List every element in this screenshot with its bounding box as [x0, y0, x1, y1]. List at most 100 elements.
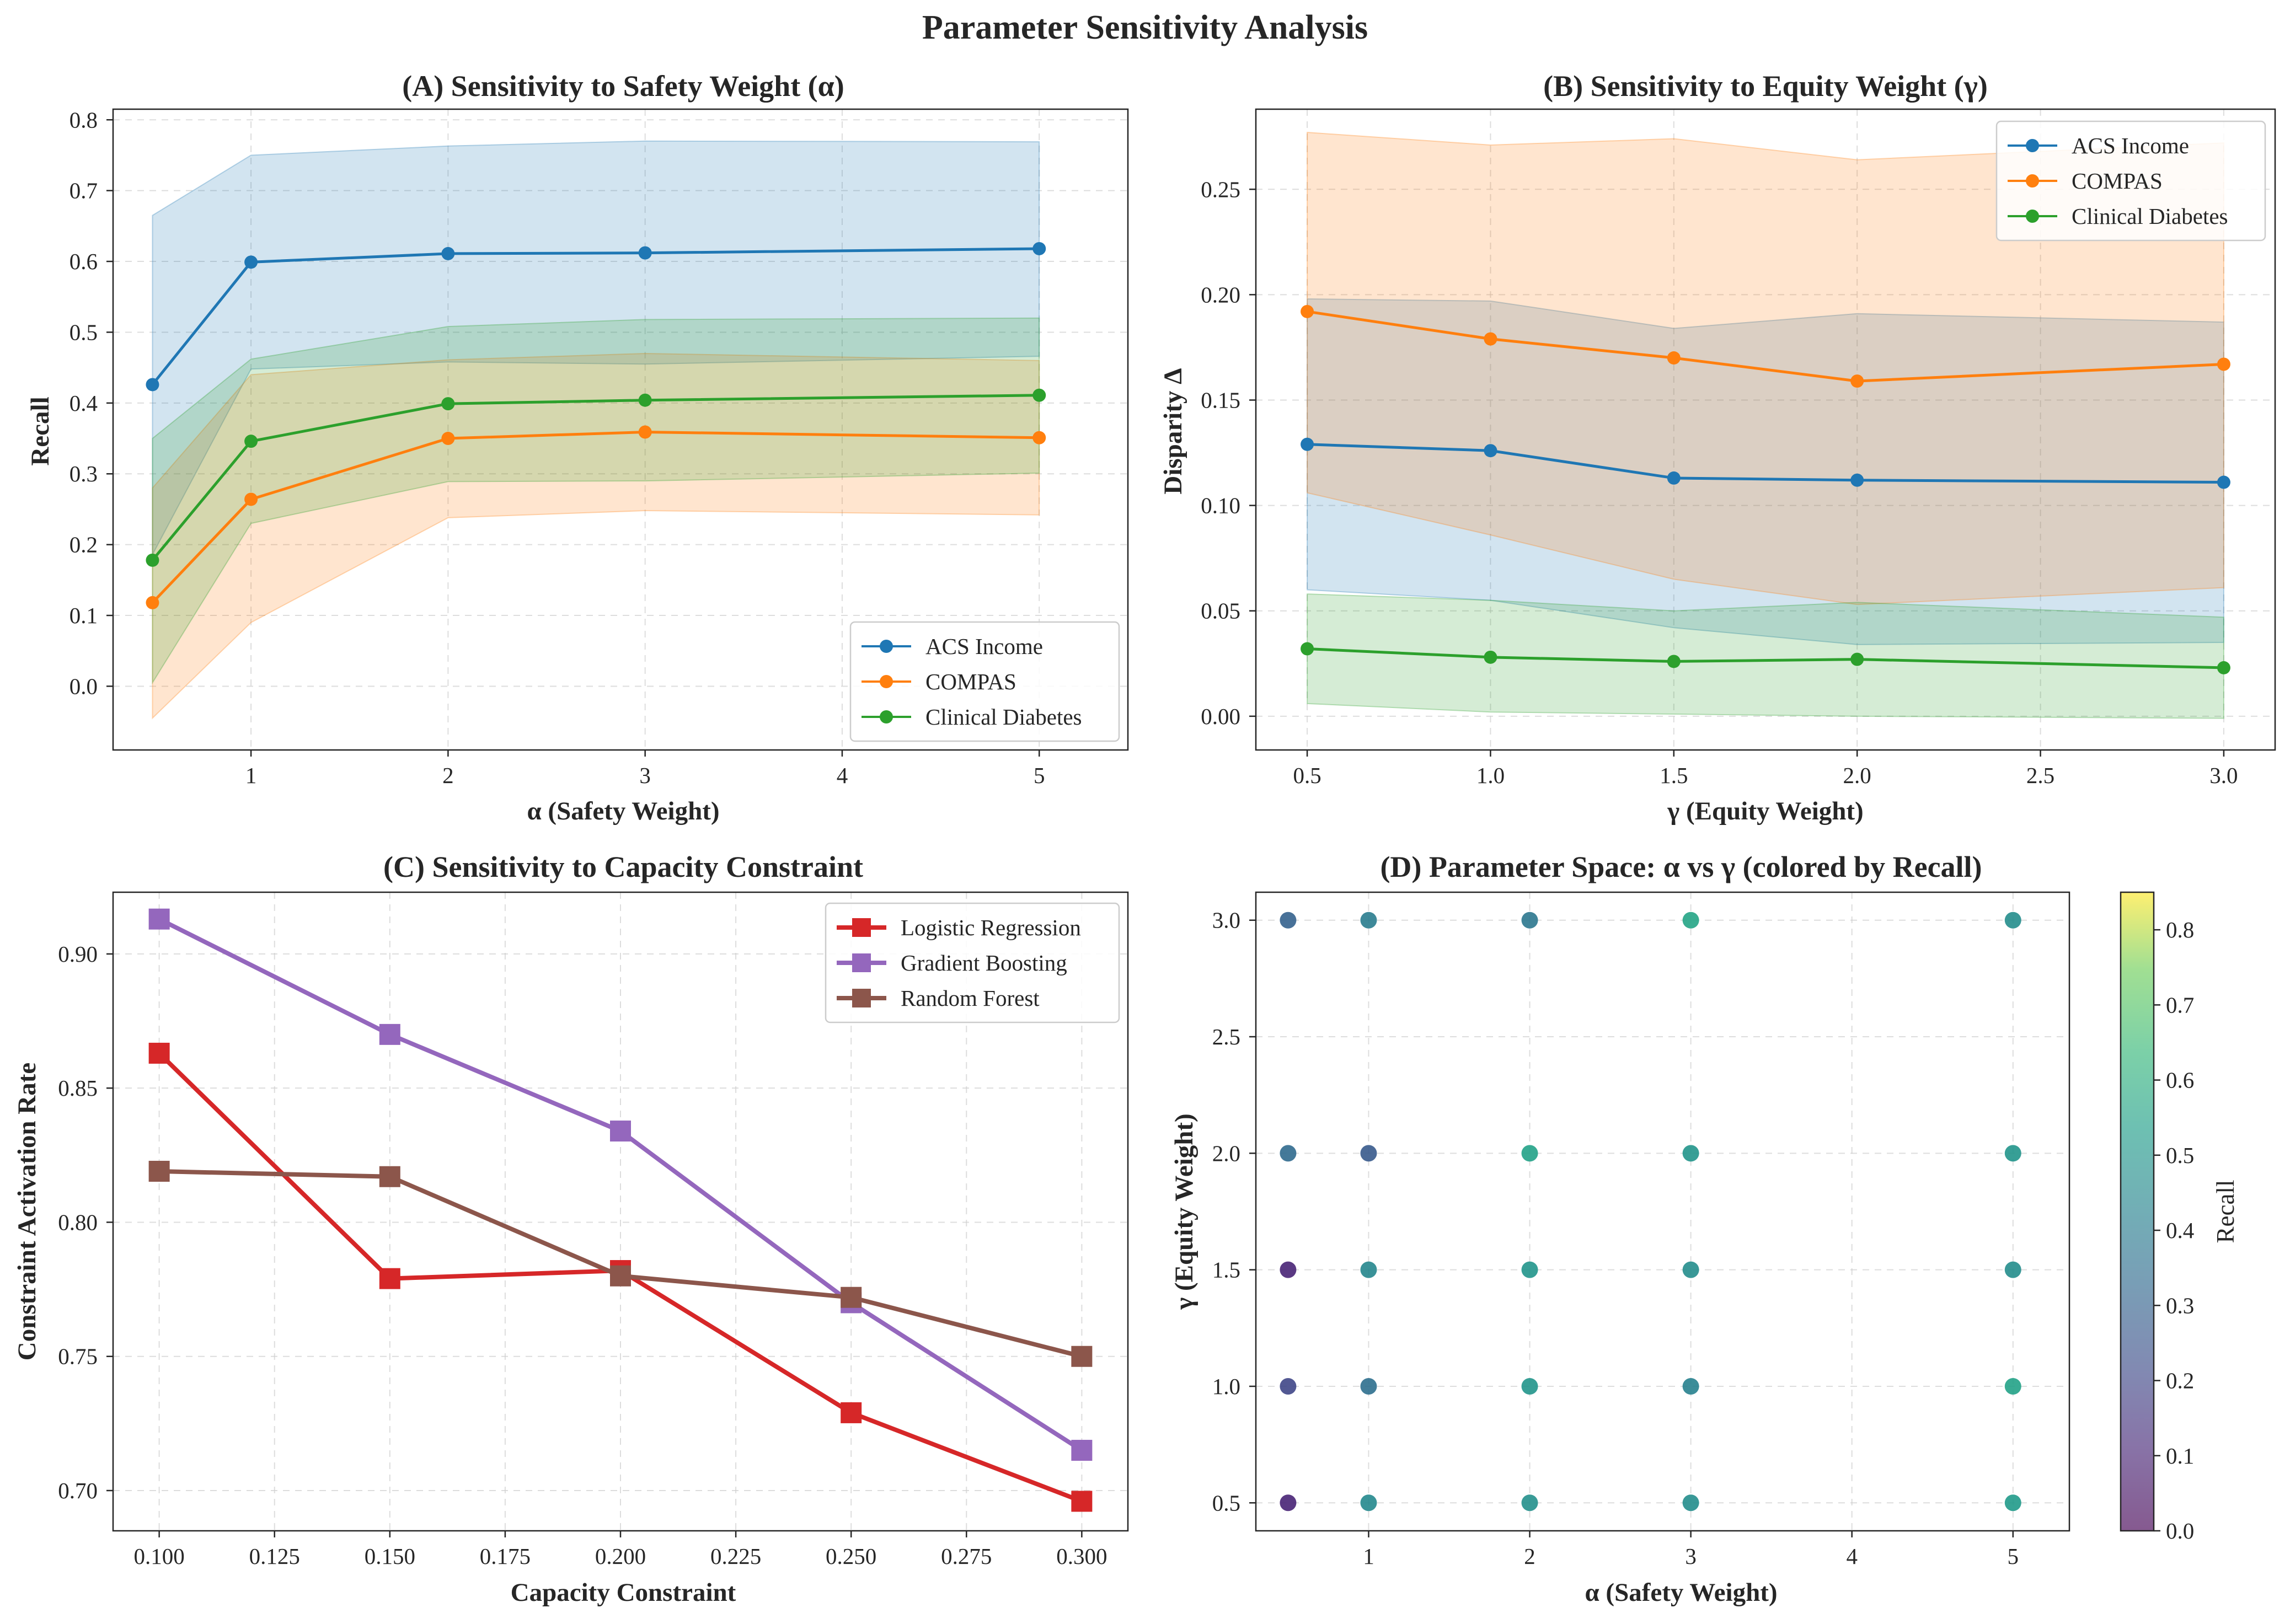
panel-d-point — [1521, 1494, 1538, 1512]
panel-b-ytick-label: 0.20 — [1201, 282, 1240, 307]
panel-b-point-acs — [1484, 444, 1497, 458]
panel-d-point — [2004, 1378, 2021, 1395]
panel-c-legend-box — [825, 902, 1120, 1023]
panel-d-point — [1521, 1261, 1538, 1278]
panel-b-point-acs — [1667, 471, 1681, 485]
panel-b-legend-marker — [2026, 174, 2039, 187]
panel-a-ylabel: Recall — [26, 396, 55, 465]
panel-d-point — [1682, 1378, 1699, 1395]
panel-b-title: (B) Sensitivity to Equity Weight (γ) — [1543, 69, 1988, 103]
panel-b-ytick-label: 0.15 — [1201, 387, 1240, 412]
panel-d-point — [1280, 1145, 1297, 1162]
panel-d-point — [1521, 1145, 1538, 1162]
panel-d-title: (D) Parameter Space: α vs γ (colored by … — [1380, 850, 1982, 883]
panel-d-point — [1682, 1145, 1699, 1162]
colorbar-gradient — [2121, 892, 2154, 1531]
panel-d-xtick-label: 3 — [1685, 1543, 1697, 1569]
panel-d-point — [1280, 912, 1297, 929]
colorbar-tick-label: 0.6 — [2166, 1068, 2194, 1093]
panel-d-point — [1682, 1261, 1699, 1278]
panel-d-xtick-label: 5 — [2008, 1543, 2019, 1569]
panel-a-legend-marker — [880, 710, 893, 723]
panel-c-marker-gboost — [148, 908, 170, 930]
panel-b-xtick-label: 0.5 — [1293, 763, 1321, 788]
panel-c-marker-logreg — [148, 1042, 170, 1064]
panel-d-point — [1360, 912, 1377, 929]
panel-d-point — [1360, 1378, 1377, 1395]
panel-c-xtick-label: 0.250 — [826, 1543, 876, 1569]
panel-b-point-diabetes — [1667, 655, 1681, 668]
panel-c-ytick-label: 0.75 — [58, 1344, 98, 1369]
panel-d-ytick-label: 1.0 — [1212, 1374, 1240, 1399]
panel-b-point-diabetes — [2217, 661, 2230, 674]
panel-c-legend-marker — [852, 989, 871, 1007]
panel-b-legend-label: Clinical Diabetes — [2072, 203, 2228, 229]
panel-d-parameter-space: (D) Parameter Space: α vs γ (colored by … — [1170, 850, 2239, 1607]
panel-a-point-acs — [1032, 242, 1046, 255]
panel-b-xtick-label: 3.0 — [2209, 763, 2238, 788]
panel-b-legend-label: COMPAS — [2072, 168, 2163, 194]
panel-a-point-compas — [1032, 431, 1046, 444]
panel-b-xlabel: γ (Equity Weight) — [1667, 797, 1863, 826]
panel-c-legend-label: Random Forest — [901, 985, 1040, 1011]
panel-a-ytick-label: 0.4 — [69, 390, 98, 416]
panel-d-xtick-label: 4 — [1846, 1543, 1858, 1569]
panel-a-band-acs — [152, 140, 1040, 555]
panel-c-xtick-label: 0.175 — [480, 1543, 531, 1569]
panel-c-marker-logreg — [841, 1402, 862, 1423]
panel-b-point-compas — [1667, 351, 1681, 365]
panel-b-point-diabetes — [1301, 642, 1314, 656]
colorbar-tick-label: 0.8 — [2166, 917, 2194, 942]
panel-a-ytick-label: 0.6 — [69, 249, 98, 274]
panel-c-ytick-label: 0.80 — [58, 1209, 98, 1235]
panel-b-legend-marker — [2026, 210, 2039, 223]
panel-b-point-compas — [1850, 374, 1864, 388]
panel-d-point — [1682, 912, 1699, 929]
panel-c-marker-gboost — [610, 1121, 631, 1142]
panel-d-point — [1521, 912, 1538, 929]
panel-d-xtick-label: 1 — [1363, 1543, 1374, 1569]
panel-a-xtick-label: 4 — [837, 763, 848, 788]
panel-a-point-diabetes — [441, 397, 455, 411]
panel-b-point-compas — [2217, 357, 2230, 371]
panel-d-ytick-label: 0.5 — [1212, 1490, 1240, 1515]
panel-d-ylabel: γ (Equity Weight) — [1170, 1113, 1198, 1310]
panel-a-point-compas — [638, 425, 652, 439]
panel-b-point-acs — [1301, 437, 1314, 451]
panel-b-legend-label: ACS Income — [2072, 133, 2189, 158]
panel-d-point — [2004, 1261, 2021, 1278]
panel-c-xtick-label: 0.200 — [595, 1543, 646, 1569]
panel-b-ylabel: Disparity Δ — [1159, 368, 1187, 494]
panel-a-safety-weight: (A) Sensitivity to Safety Weight (α) α (… — [26, 69, 1129, 826]
panel-a-xtick-label: 3 — [639, 763, 651, 788]
panel-b-legend-box — [1995, 120, 2266, 242]
panel-a-ytick-label: 0.5 — [69, 319, 98, 345]
panel-d-ytick-label: 2.5 — [1212, 1024, 1240, 1049]
panel-a-ytick-label: 0.0 — [69, 673, 98, 699]
panel-d-point — [1521, 1378, 1538, 1395]
panel-d-xtick-label: 2 — [1524, 1543, 1535, 1569]
panel-b-ytick-label: 0.10 — [1201, 493, 1240, 518]
panel-c-xtick-label: 0.225 — [710, 1543, 761, 1569]
panel-b-band-diabetes — [1307, 593, 2224, 719]
panel-d-point — [2004, 912, 2021, 929]
panel-b-axes-frame — [1255, 108, 2276, 751]
panel-a-xtick-label: 5 — [1034, 763, 1045, 788]
panel-a-point-diabetes — [638, 393, 652, 407]
colorbar-tick-label: 0.1 — [2166, 1443, 2194, 1468]
panel-c-ytick-label: 0.85 — [58, 1075, 98, 1101]
panel-c-legend-marker — [852, 953, 871, 972]
panel-a-legend-marker — [880, 675, 893, 688]
panel-d-point — [2004, 1145, 2021, 1162]
colorbar-label: Recall — [2212, 1180, 2239, 1244]
panel-a-title: (A) Sensitivity to Safety Weight (α) — [402, 69, 844, 103]
panel-a-point-diabetes — [244, 435, 258, 448]
panel-a-xtick-label: 1 — [245, 763, 257, 788]
colorbar-tick-label: 0.4 — [2166, 1218, 2194, 1243]
panel-d-point — [1280, 1261, 1297, 1278]
colorbar-tick-label: 0.7 — [2166, 992, 2194, 1017]
panel-a-band-diabetes — [152, 317, 1040, 685]
figure-title: Parameter Sensitivity Analysis — [922, 9, 1368, 46]
panel-d-point — [1280, 1378, 1297, 1395]
